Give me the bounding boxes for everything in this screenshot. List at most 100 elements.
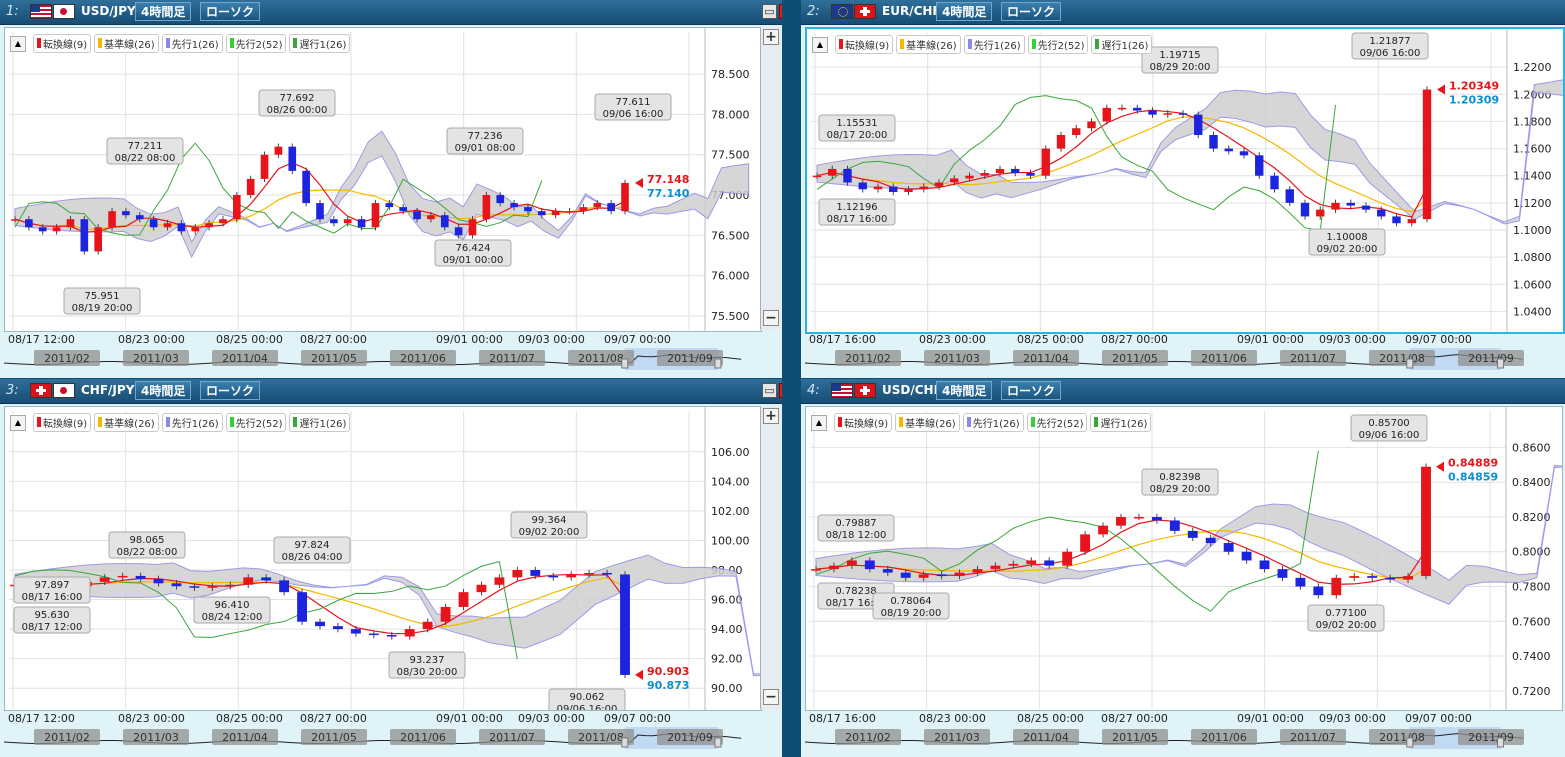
candle [584, 572, 595, 575]
month-label: 2011/07 [489, 731, 535, 744]
candle [1026, 560, 1037, 564]
close-icon[interactable]: ✕ [779, 383, 782, 398]
period-navigator[interactable]: 2011/02 2011/03 2011/04 2011/05 2011/06 2011/… [4, 348, 780, 370]
candle [1041, 148, 1050, 176]
annotation-time: 08/26 00:00 [267, 105, 328, 116]
timeframe-button[interactable]: 4時間足 [936, 2, 993, 21]
candle [1224, 148, 1233, 152]
x-tick-label: 08/25 00:00 [1017, 333, 1084, 346]
timeframe-button[interactable]: 4時間足 [936, 381, 993, 400]
indicator-legend: 転換線(9) 基準線(26) 先行1(26) 先行2(52) 遅行1(26) [835, 34, 1153, 54]
period-navigator[interactable]: 2011/02 2011/03 2011/04 2011/05 2011/06 2011/… [4, 727, 780, 749]
candle [1422, 89, 1432, 220]
legend-label: 転換線(9) [845, 40, 890, 52]
jp-flag-icon [53, 4, 75, 19]
legend-senkou2: 先行2(52) [225, 412, 287, 432]
timeframe-button[interactable]: 4時間足 [135, 2, 192, 21]
chart-area[interactable]: 78.500 78.000 77.500 77.000 76.500 76.000 75.5… [4, 27, 762, 332]
legend-label: 転換線(9) [844, 418, 889, 430]
currency-pair-selector[interactable]: CHF/JPY [81, 383, 135, 397]
legend-toggle-icon[interactable]: ▲ [811, 415, 827, 431]
x-tick-label: 08/27 00:00 [300, 333, 367, 346]
legend-chikou: 遅行1(26) [289, 33, 351, 53]
chart-area[interactable]: 0.8600 0.8400 0.8200 0.8000 0.7800 0.7600 0.74… [805, 406, 1565, 711]
candles [11, 143, 629, 255]
candle [371, 203, 380, 228]
annotation-box [13, 606, 91, 634]
month-tab [568, 350, 634, 366]
zoom-in-button[interactable]: + [763, 408, 779, 424]
timeframe-button[interactable]: 4時間足 [135, 381, 192, 400]
minimize-icon[interactable]: ▭ [762, 4, 777, 19]
candle [1277, 569, 1288, 578]
chikou-line [14, 142, 543, 236]
zoom-out-button[interactable]: − [763, 689, 779, 705]
chart-area[interactable]: 1.2200 1.2000 1.1800 1.1600 1.1400 1.1200 1.10… [805, 27, 1565, 334]
legend-kijun: 基準線(26) [94, 412, 159, 432]
chart-type-button[interactable]: ローソク [200, 2, 261, 21]
candle [454, 227, 463, 236]
candle [843, 168, 852, 183]
chart-type-button[interactable]: ローソク [1001, 2, 1062, 21]
annotation-time: 08/17 16:00 [22, 592, 83, 603]
legend-toggle-icon[interactable]: ▲ [812, 37, 828, 53]
annotation-box [258, 89, 336, 117]
legend-senkou1: 先行1(26) [963, 34, 1025, 54]
month-tab [1102, 350, 1168, 366]
chart-area[interactable]: 106.00104.00102.00100.0098.0096.0094.009… [4, 406, 782, 716]
candle [122, 211, 130, 216]
candle [995, 168, 1005, 173]
candle [494, 577, 505, 585]
y-tick-label: 1.1200 [1513, 197, 1552, 210]
close-icon[interactable]: ✕ [779, 4, 782, 19]
x-axis: 08/17 12:00 08/23 00:00 08/25 00:00 08/27 0… [8, 712, 671, 725]
month-tab [1013, 729, 1079, 745]
x-tick-label: 09/01 00:00 [436, 333, 503, 346]
y-tick-label: 106.00 [711, 446, 750, 459]
legend-toggle-icon[interactable]: ▲ [10, 36, 26, 52]
vertical-scrollbar[interactable]: + − [760, 27, 781, 330]
currency-pair-selector[interactable]: USD/JPY [81, 4, 136, 18]
candle [413, 211, 421, 220]
zoom-out-button[interactable]: − [763, 310, 779, 326]
candle [52, 227, 61, 232]
candle [829, 565, 839, 570]
legend-tenkan: 転換線(9) [834, 412, 893, 432]
annotation-time: 08/22 08:00 [117, 547, 178, 558]
month-tab [1280, 350, 1346, 366]
month-label: 2011/09 [667, 731, 713, 744]
minimize-icon[interactable]: ▭ [762, 383, 777, 398]
currency-pair-selector[interactable]: EUR/CHF [882, 4, 941, 18]
chart-type-button[interactable]: ローソク [200, 381, 261, 400]
currency-pair-selector[interactable]: USD/CHF [882, 383, 942, 397]
period-navigator[interactable]: 2011/02 2011/03 2011/04 2011/05 2011/06 2011/… [805, 727, 1561, 749]
zoom-in-button[interactable]: + [763, 29, 779, 45]
candle [99, 577, 110, 582]
candle [548, 575, 559, 578]
range-handle-left [621, 358, 629, 369]
candle [864, 560, 875, 570]
legend-label: 遅行1(26) [1100, 418, 1148, 430]
legend-toggle-icon[interactable]: ▲ [10, 415, 26, 431]
x-tick-label: 08/17 16:00 [809, 712, 876, 725]
legend-label: 先行2(52) [235, 418, 283, 430]
legend-label: 先行1(26) [171, 418, 219, 430]
last-price-blue: 90.873 [647, 679, 689, 692]
candle [972, 569, 983, 573]
month-label: 2011/08 [578, 352, 624, 365]
candle [936, 574, 947, 577]
range-handle-right [714, 358, 722, 369]
month-tab [123, 350, 189, 366]
month-tab [1458, 350, 1524, 366]
period-navigator[interactable]: 2011/02 2011/03 2011/04 2011/05 2011/06 2011/… [805, 348, 1561, 370]
x-tick-label: 09/01 00:00 [1237, 712, 1304, 725]
annotation-time: 09/06 16:00 [1359, 430, 1420, 441]
vertical-scrollbar[interactable]: + − [760, 406, 781, 709]
candle [950, 178, 959, 183]
chart-type-button[interactable]: ローソク [1001, 381, 1062, 400]
